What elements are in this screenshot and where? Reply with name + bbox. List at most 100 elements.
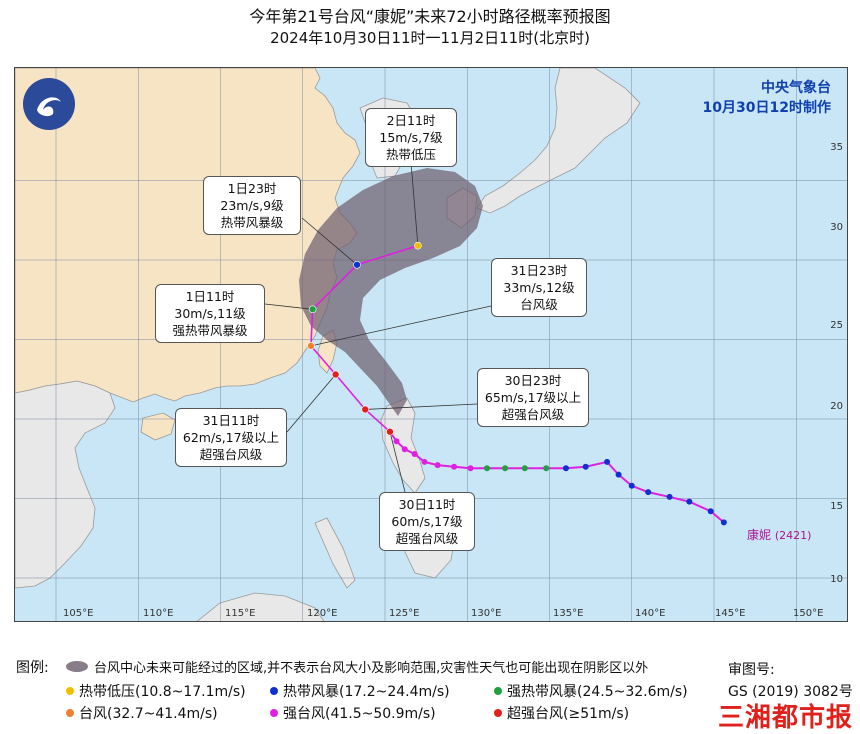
label-grade: 超强台风级 [501, 407, 565, 422]
label-grade: 强热带风暴级 [172, 323, 248, 338]
map-title: 今年第21号台风“康妮”未来72小时路径概率预报图 [249, 7, 611, 26]
history-point [502, 465, 509, 472]
legend-dot [270, 687, 278, 695]
lon-tick: 105°E [63, 608, 94, 619]
lat-tick: 20 [830, 401, 843, 412]
lat-tick: 25 [830, 320, 843, 331]
shadow-swatch [66, 661, 88, 672]
legend-item: 台风(32.7~41.4m/s) [66, 703, 218, 723]
forecast-point [414, 241, 422, 250]
label-wind: 62m/s,17级以上 [182, 430, 280, 445]
history-point [521, 465, 528, 472]
agency-block: 中央气象台 10月30日12时制作 [703, 78, 831, 118]
label-grade: 超强台风级 [395, 531, 459, 546]
label-grade: 台风级 [520, 297, 558, 312]
forecast-point [386, 427, 394, 436]
history-point [467, 465, 474, 472]
cma-logo [23, 78, 75, 130]
label-time: 1日11时 [185, 289, 235, 304]
history-point [582, 463, 589, 470]
label-1d11: 1日11时 30m/s,11级 强热带风暴级 [155, 284, 265, 343]
lon-tick: 110°E [143, 608, 174, 619]
forecast-point [307, 342, 315, 350]
label-wind: 65m/s,17级以上 [484, 390, 582, 405]
lon-tick: 150°E [793, 608, 824, 619]
label-grade: 热带低压 [385, 147, 436, 162]
legend-item-text: 强热带风暴(24.5~32.6m/s) [507, 684, 688, 700]
legend-dot [494, 709, 502, 717]
lat-tick: 10 [830, 574, 843, 585]
review-number: 审图号: GS (2019) 3082号 [728, 659, 853, 703]
history-point [666, 493, 673, 500]
leader-line [264, 303, 313, 310]
probability-cone [299, 168, 483, 416]
history-track-line [389, 431, 725, 524]
history-point [615, 471, 622, 478]
review-label: 审图号: [728, 662, 775, 678]
leader-line [389, 431, 406, 493]
agency-name: 中央气象台 [761, 80, 831, 96]
history-point [604, 458, 611, 465]
label-30d23: 30日23时 65m/s,17级以上 超强台风级 [477, 368, 589, 427]
label-time: 31日11时 [202, 413, 260, 428]
legend-dot [66, 687, 74, 695]
legend-shadow-text: 台风中心未来可能经过的区域,并不表示台风大小及影响范围,灾害性天气也可能出现在阴… [94, 661, 649, 676]
legend-dot [66, 709, 74, 717]
label-wind: 60m/s,17级 [391, 514, 463, 529]
philippines-islands [380, 397, 426, 494]
legend-title: 图例: [16, 660, 49, 676]
label-grade: 热带风暴级 [220, 215, 284, 230]
lon-tick: 130°E [471, 608, 502, 619]
indochina-landmass [15, 380, 116, 589]
legend-item-text: 超强台风(≥51m/s) [507, 706, 630, 722]
leader-lines [264, 161, 492, 493]
history-point [421, 458, 428, 465]
leader-line [410, 161, 419, 246]
storm-name-label: 康妮 (2421) [747, 526, 811, 543]
legend-shadow-row: 台风中心未来可能经过的区域,并不表示台风大小及影响范围,灾害性天气也可能出现在阴… [66, 657, 648, 676]
legend-item-text: 强台风(41.5~50.9m/s) [283, 706, 436, 722]
label-1d23: 1日23时 23m/s,9级 热带风暴级 [203, 176, 301, 235]
label-wind: 30m/s,11级 [174, 306, 246, 321]
label-31d23: 31日23时 33m/s,12级 台风级 [491, 258, 587, 317]
lon-tick: 140°E [635, 608, 666, 619]
legend-dot [494, 687, 502, 695]
hainan-island [140, 412, 176, 441]
label-wind: 33m/s,12级 [503, 280, 575, 295]
lon-tick: 125°E [389, 608, 420, 619]
forecast-point [353, 260, 361, 269]
legend-item: 热带低压(10.8~17.1m/s) [66, 681, 246, 701]
history-point [562, 465, 569, 472]
label-30d11: 30日11时 60m/s,17级 超强台风级 [379, 492, 475, 551]
label-wind: 15m/s,7级 [379, 130, 443, 145]
label-time: 30日11时 [398, 497, 456, 512]
legend-item: 强热带风暴(24.5~32.6m/s) [494, 681, 688, 701]
label-time: 2日11时 [386, 113, 436, 128]
title-block: 今年第21号台风“康妮”未来72小时路径概率预报图 2024年10月30日11时… [0, 6, 860, 49]
label-time: 1日23时 [227, 181, 277, 196]
label-time: 31日23时 [510, 263, 568, 278]
lat-tick: 30 [830, 222, 843, 233]
borneo-landmass [196, 592, 325, 621]
forecast-point [308, 305, 317, 314]
label-wind: 23m/s,9级 [220, 198, 284, 213]
lon-tick: 135°E [553, 608, 584, 619]
history-track [386, 428, 727, 526]
history-point [401, 446, 408, 453]
history-point [645, 489, 652, 496]
forecast-points [307, 241, 422, 436]
label-31d11: 31日11时 62m/s,17级以上 超强台风级 [175, 408, 287, 467]
forecast-point [331, 370, 340, 379]
map-subtitle: 2024年10月30日11时一11月2日11时(北京时) [270, 29, 590, 47]
legend-item: 热带风暴(17.2~24.4m/s) [270, 681, 450, 701]
leader-line [286, 374, 336, 433]
history-point [707, 508, 714, 515]
lat-tick: 15 [830, 501, 843, 512]
history-point [543, 465, 550, 472]
forecast-point [361, 405, 370, 414]
label-time: 30日23时 [504, 373, 562, 388]
map-frame[interactable]: 中央气象台 10月30日12时制作 35 30 25 20 15 10 105°… [14, 67, 848, 622]
legend-item-text: 热带风暴(17.2~24.4m/s) [283, 684, 450, 700]
legend: 图例: 台风中心未来可能经过的区域,并不表示台风大小及影响范围,灾害性天气也可能… [0, 645, 860, 732]
lon-tick: 120°E [307, 608, 338, 619]
